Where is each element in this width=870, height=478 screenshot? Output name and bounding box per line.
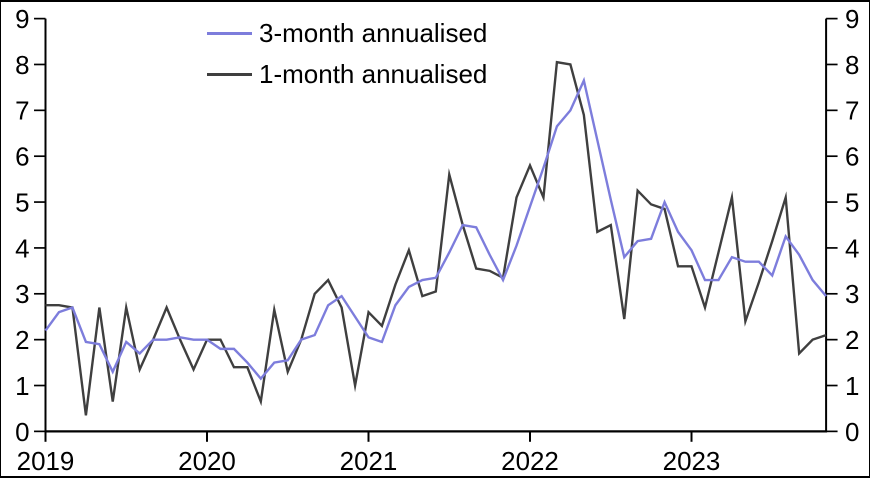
y-axis-label-right: 7 <box>845 98 859 126</box>
y-axis-label-right: 8 <box>845 52 859 80</box>
series-line-3-month-annualised <box>44 76 828 381</box>
y-axis-label-left: 1 <box>15 373 29 401</box>
legend: 3-month annualised 1-month annualised <box>207 18 487 89</box>
y-axis-label-left: 9 <box>15 6 29 34</box>
y-axis-label-left: 6 <box>15 144 29 172</box>
y-axis-label-left: 2 <box>15 327 29 355</box>
x-axis-label: 2021 <box>340 448 398 476</box>
series-line-1-month-annualised <box>45 60 827 416</box>
legend-item-3-month: 3-month annualised <box>207 18 487 48</box>
legend-label-1-month: 1-month annualised <box>259 59 488 89</box>
y-axis-label-right: 1 <box>845 373 859 401</box>
legend-item-1-month: 1-month annualised <box>207 59 487 89</box>
y-axis-label-right: 3 <box>845 281 859 309</box>
y-axis-label-left: 3 <box>15 281 29 309</box>
y-axis-label-right: 6 <box>845 144 859 172</box>
x-axis-label: 2023 <box>663 448 721 476</box>
x-axis-label: 2019 <box>17 448 75 476</box>
legend-line-3-month-swatch <box>207 31 252 35</box>
y-axis-label-left: 0 <box>15 419 29 447</box>
y-axis-label-right: 2 <box>845 327 859 355</box>
x-axis-label: 2022 <box>501 448 559 476</box>
y-axis-label-left: 8 <box>15 52 29 80</box>
y-axis-label-left: 4 <box>15 235 29 263</box>
x-axis-label: 2020 <box>178 448 236 476</box>
y-axis-label-right: 5 <box>845 190 859 218</box>
y-axis-label-left: 7 <box>15 98 29 126</box>
y-axis-label-left: 5 <box>15 190 29 218</box>
legend-label-3-month: 3-month annualised <box>259 18 488 48</box>
legend-line-1-month-swatch <box>207 72 252 76</box>
y-axis-label-right: 4 <box>845 235 859 263</box>
y-axis-label-right: 9 <box>845 6 859 34</box>
y-axis-label-right: 0 <box>845 419 859 447</box>
